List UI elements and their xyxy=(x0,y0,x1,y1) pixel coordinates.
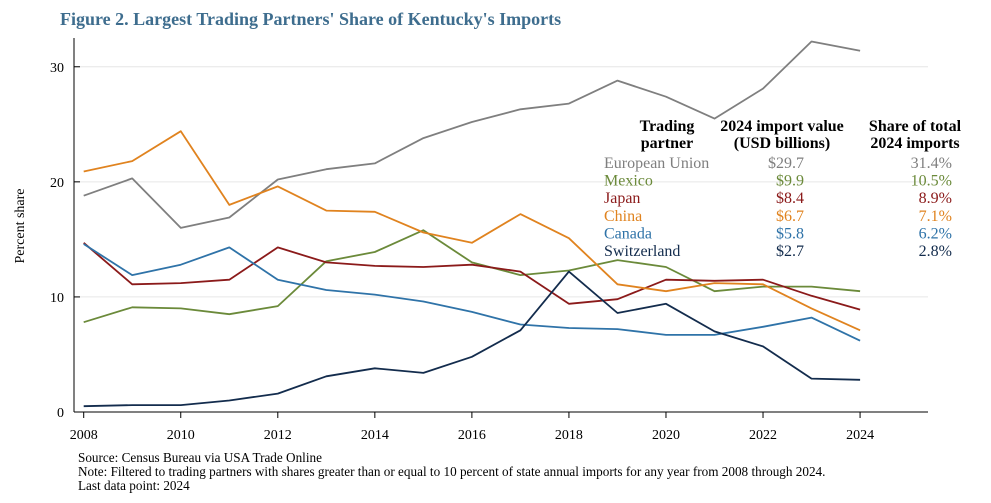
table-value: $6.7 xyxy=(776,208,804,225)
table-value: $2.7 xyxy=(776,243,804,260)
x-tick-label: 2008 xyxy=(70,428,98,443)
table-partner: Canada xyxy=(604,225,652,242)
y-tick-label: 30 xyxy=(50,61,64,76)
chart-title: Figure 2. Largest Trading Partners' Shar… xyxy=(60,9,562,29)
table-header: Share of total xyxy=(869,118,962,135)
table-partner: European Union xyxy=(604,155,709,172)
x-tick-label: 2024 xyxy=(846,428,874,443)
table-value: $9.9 xyxy=(776,173,804,190)
table-partner: Japan xyxy=(604,190,640,207)
filter-note: Note: Filtered to trading partners with … xyxy=(78,464,826,479)
y-tick-label: 10 xyxy=(50,291,64,306)
table-header: 2024 imports xyxy=(870,135,959,152)
x-tick-label: 2020 xyxy=(652,428,680,443)
table-header: (USD billions) xyxy=(734,135,830,152)
x-tick-label: 2014 xyxy=(361,428,389,443)
y-tick-label: 20 xyxy=(50,176,64,191)
series-line-japan xyxy=(83,242,861,311)
series-line-canada xyxy=(83,243,861,342)
table-header: 2024 import value xyxy=(720,118,844,135)
series-line-mexico xyxy=(83,229,861,324)
table-partner: China xyxy=(604,208,642,225)
table-share: 6.2% xyxy=(919,225,952,242)
source-note: Source: Census Bureau via USA Trade Onli… xyxy=(78,450,322,465)
x-tick-label: 2010 xyxy=(167,428,195,443)
axes: 0 10 20 30 2008 2010 2012 2014 2016 2018 2020 2022 2… xyxy=(50,38,928,443)
table-partner: Switzerland xyxy=(604,243,680,260)
table-value: $5.8 xyxy=(776,225,804,242)
table-header: Trading xyxy=(640,118,695,135)
series-lines xyxy=(83,40,861,408)
last-data-point-note: Last data point: 2024 xyxy=(78,478,190,493)
x-tick-label: 2012 xyxy=(264,428,292,443)
x-tick-label: 2018 xyxy=(555,428,583,443)
x-tick-label: 2022 xyxy=(749,428,777,443)
series-line-switzerland xyxy=(83,270,861,408)
table-share: 31.4% xyxy=(911,155,952,172)
table-share: 10.5% xyxy=(911,173,952,190)
table-header: partner xyxy=(641,135,693,152)
table-value: $8.4 xyxy=(776,190,804,207)
series-line-china xyxy=(83,130,861,332)
table-share: 8.9% xyxy=(919,190,952,207)
x-tick-label: 2016 xyxy=(458,428,486,443)
y-tick-label: 0 xyxy=(57,406,64,421)
series-line-european-union xyxy=(83,40,861,229)
table-partner: Mexico xyxy=(604,173,653,190)
footnotes: Source: Census Bureau via USA Trade Onli… xyxy=(78,451,825,493)
table-value: $29.7 xyxy=(768,155,804,172)
table-share: 7.1% xyxy=(919,208,952,225)
table-share: 2.8% xyxy=(919,243,952,260)
